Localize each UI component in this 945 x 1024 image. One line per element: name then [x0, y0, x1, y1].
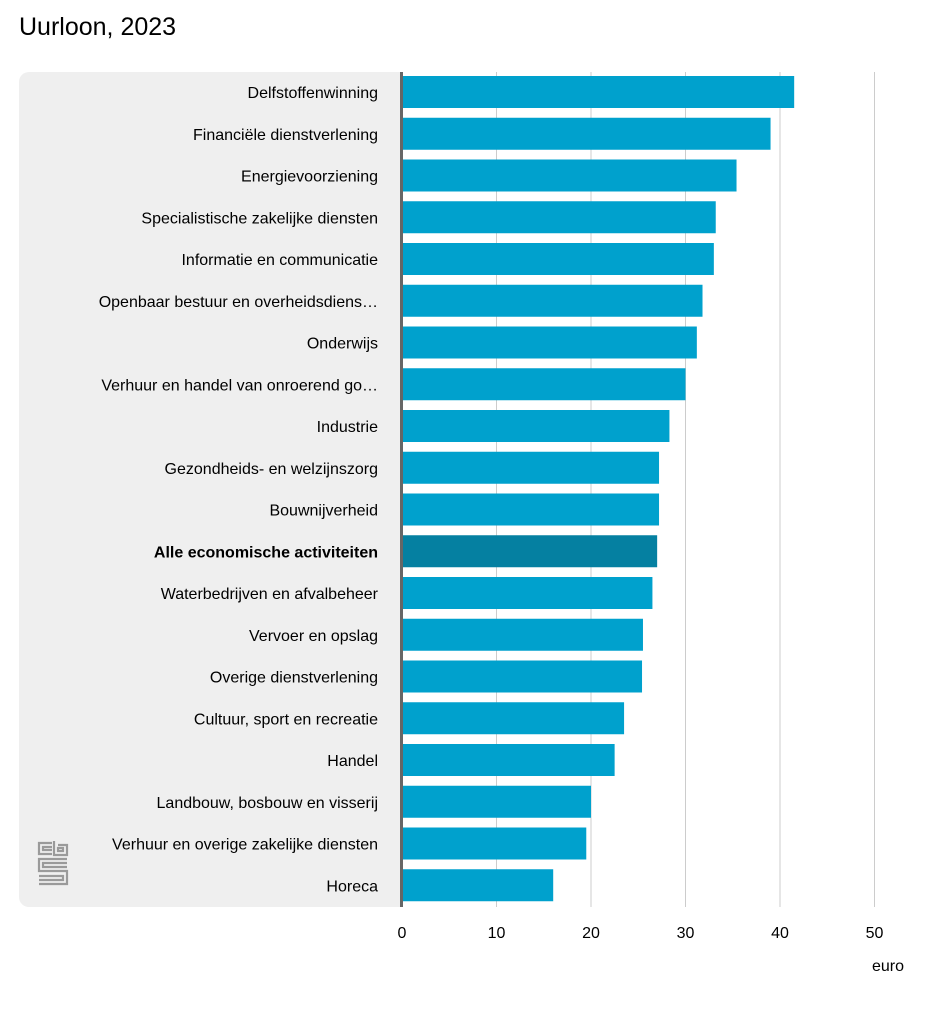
bar[interactable]: [402, 493, 660, 526]
chart-title: Uurloon, 2023: [19, 13, 177, 41]
gridlines: [496, 72, 875, 907]
x-axis-unit-label: euro: [872, 958, 904, 975]
bar[interactable]: [402, 660, 643, 693]
category-label: Industrie: [317, 419, 378, 436]
bar[interactable]: [402, 744, 615, 776]
category-label: Verhuur en handel van onroerend go…: [101, 377, 378, 394]
category-label: Overige dienstverlening: [210, 670, 378, 687]
category-label: Horeca: [326, 878, 378, 895]
x-tick-label: 30: [677, 925, 695, 942]
x-tick-label: 40: [771, 925, 789, 942]
bar[interactable]: [402, 326, 697, 359]
category-label: Alle economische activiteiten: [154, 544, 378, 561]
x-tick-label: 50: [866, 925, 884, 942]
bar[interactable]: [402, 201, 716, 234]
category-label: Vervoer en opslag: [249, 628, 378, 645]
x-tick-label: 20: [582, 925, 600, 942]
category-labels: Delfstoffenwinning Financiële dienstverle…: [99, 85, 379, 895]
category-label: Energievoorziening: [241, 169, 378, 186]
x-tick-label: 0: [398, 925, 407, 942]
bars: [402, 76, 795, 902]
bar[interactable]: [402, 618, 643, 651]
bar[interactable]: [402, 284, 703, 317]
category-label: Delfstoffenwinning: [248, 85, 378, 102]
category-label: Onderwijs: [307, 336, 378, 353]
bar-highlight[interactable]: [402, 535, 658, 568]
category-label: Specialistische zakelijke diensten: [141, 210, 378, 227]
category-label: Informatie en communicatie: [181, 252, 378, 269]
bar[interactable]: [402, 785, 591, 818]
bar[interactable]: [402, 159, 737, 192]
category-label: Cultuur, sport en recreatie: [194, 711, 378, 728]
bar[interactable]: [402, 451, 660, 484]
category-label: Gezondheids- en welzijnszorg: [165, 461, 378, 478]
bar[interactable]: [402, 577, 653, 609]
bar[interactable]: [402, 117, 771, 150]
bar[interactable]: [402, 827, 587, 860]
category-label: Financiële dienstverlening: [193, 127, 378, 144]
x-axis-ticks: 0 10 20 30 40 50: [398, 925, 884, 942]
category-label-panel: [19, 72, 403, 907]
category-label: Verhuur en overige zakelijke diensten: [112, 837, 378, 854]
category-label: Openbaar bestuur en overheidsdiens…: [99, 294, 378, 311]
category-label: Waterbedrijven en afvalbeheer: [161, 586, 379, 603]
bar[interactable]: [402, 76, 795, 108]
category-label: Bouwnijverheid: [269, 503, 378, 520]
bar[interactable]: [402, 869, 554, 902]
x-tick-label: 10: [488, 925, 506, 942]
category-label: Handel: [327, 753, 378, 770]
cbs-logo-icon: [37, 841, 69, 886]
bar[interactable]: [402, 243, 714, 275]
category-label: Landbouw, bosbouw en visserij: [157, 795, 378, 812]
bar[interactable]: [402, 368, 686, 401]
bar[interactable]: [402, 410, 670, 442]
bar[interactable]: [402, 702, 625, 735]
